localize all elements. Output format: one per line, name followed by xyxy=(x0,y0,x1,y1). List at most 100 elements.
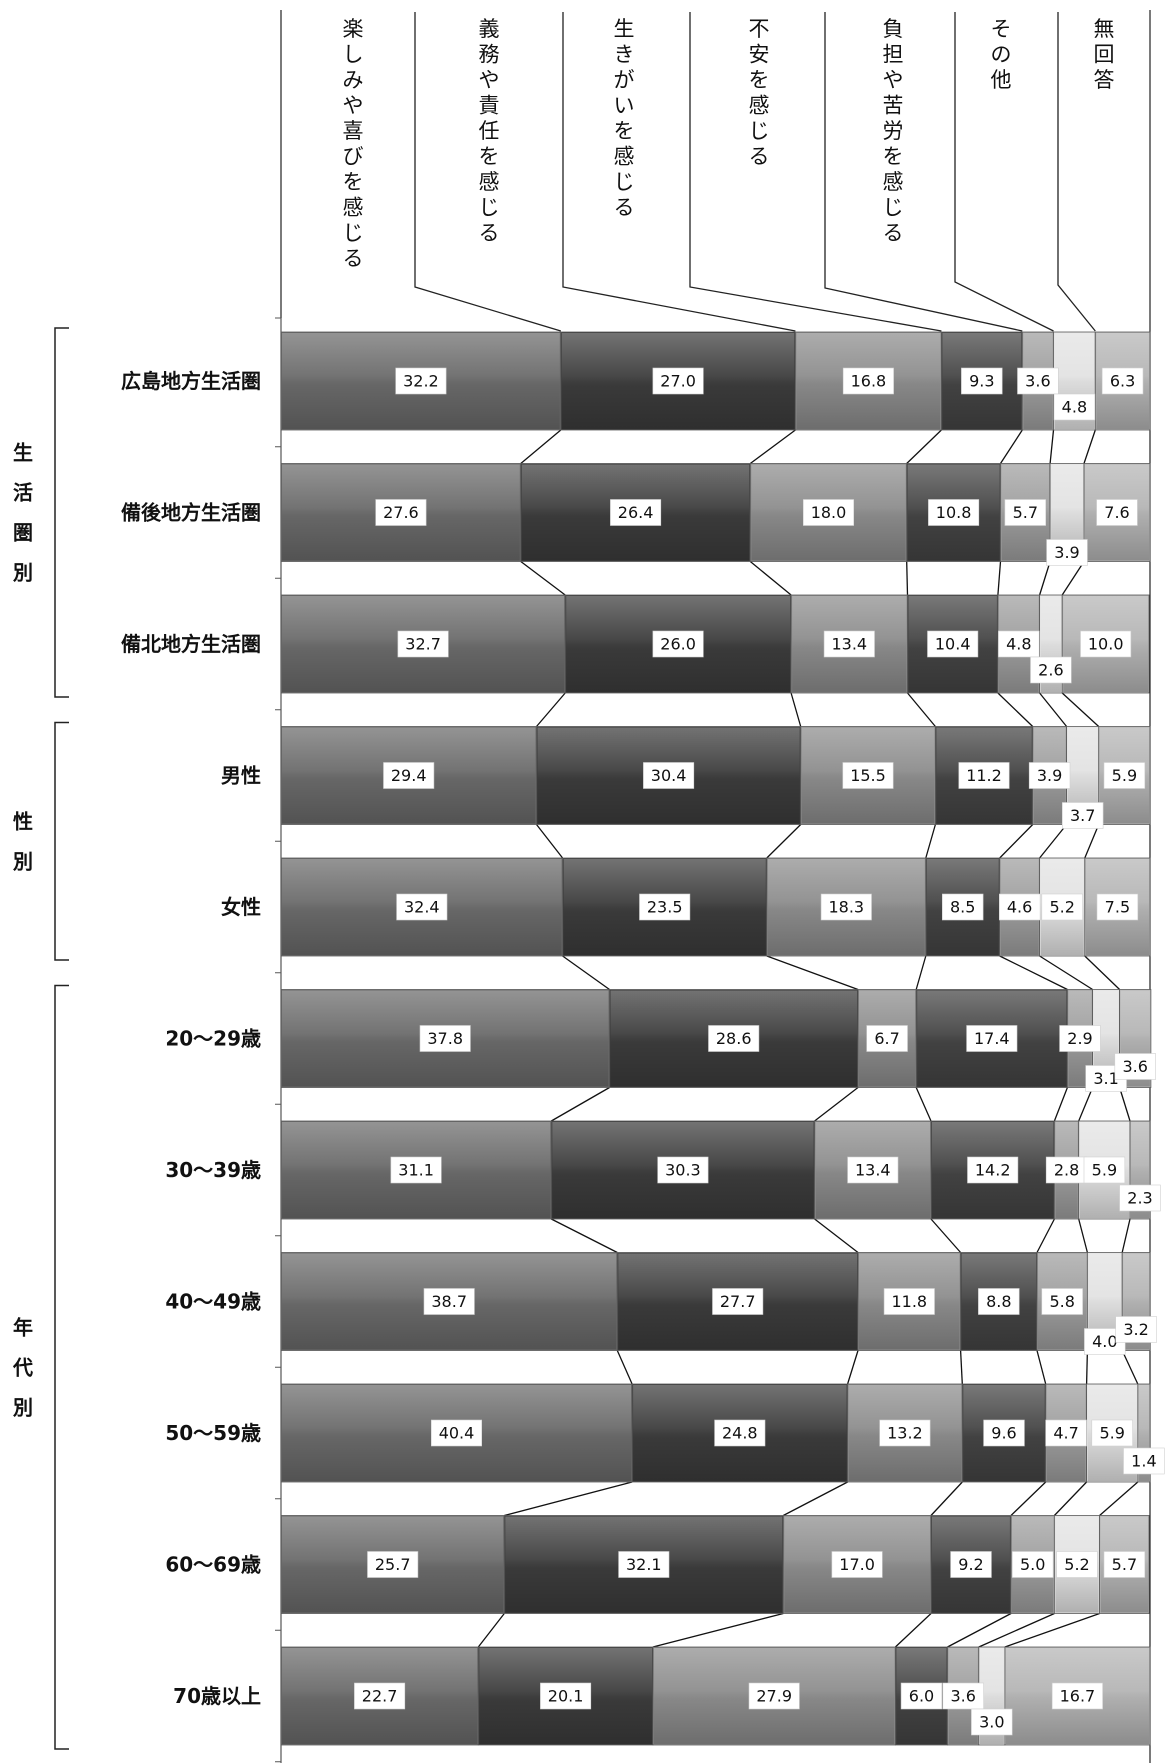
data-label-text: 3.7 xyxy=(1070,806,1095,825)
data-label: 32.1 xyxy=(618,1551,670,1578)
data-label-text: 13.4 xyxy=(855,1161,891,1180)
data-label-text: 7.5 xyxy=(1105,898,1130,917)
data-label-text: 2.9 xyxy=(1067,1029,1092,1048)
data-label-box xyxy=(983,1419,1025,1447)
category-label: 30〜39歳 xyxy=(165,1158,261,1182)
series-connector-line xyxy=(782,1481,848,1517)
data-label-text: 22.7 xyxy=(362,1687,398,1706)
series-connector-line xyxy=(906,561,909,596)
column-divider xyxy=(954,12,1054,332)
data-label-text: 7.6 xyxy=(1104,503,1129,522)
column-header-char: 生 xyxy=(614,17,635,41)
series-connector-line xyxy=(997,692,1034,727)
data-label-text: 13.4 xyxy=(831,635,867,654)
data-label-text: 20.1 xyxy=(548,1687,584,1706)
column-header-char: じ xyxy=(883,196,904,220)
data-label-box xyxy=(1053,393,1096,421)
series-connector-line xyxy=(814,1086,859,1122)
data-label-text: 32.2 xyxy=(403,372,439,391)
series-connector-line xyxy=(766,955,859,991)
data-label-text: 2.3 xyxy=(1127,1189,1152,1208)
column-header-layer: 楽しみや喜びを感じる義務や責任を感じる生きがいを感じる不安を感じる負担や苦労を感… xyxy=(280,10,1151,1763)
series-connector-line xyxy=(1004,1612,1100,1648)
series-connector-line xyxy=(520,429,562,464)
column-divider xyxy=(414,12,561,332)
column-header-char: 苦 xyxy=(883,94,904,118)
data-label-text: 23.5 xyxy=(647,898,683,917)
data-label-text: 9.6 xyxy=(991,1424,1016,1443)
data-label-box xyxy=(1119,1184,1161,1212)
series-connector-line xyxy=(1099,1481,1139,1516)
data-label-text: 27.6 xyxy=(383,503,419,522)
column-header-char: る xyxy=(479,221,500,245)
data-label-box xyxy=(1056,1551,1098,1578)
data-label-box xyxy=(367,1551,419,1578)
column-header-char: み xyxy=(343,68,364,92)
data-label: 31.1 xyxy=(390,1156,442,1184)
series-connector-line xyxy=(536,692,566,727)
data-label-text: 9.2 xyxy=(958,1555,983,1574)
column-header-char: き xyxy=(614,43,635,67)
column-header-char: び xyxy=(343,145,364,169)
data-label: 6.3 xyxy=(1101,367,1144,395)
bar-segment-shine xyxy=(1138,1385,1149,1481)
data-label-text: 10.0 xyxy=(1088,635,1124,654)
series-connector-line xyxy=(1085,1350,1089,1385)
data-label-text: 25.7 xyxy=(375,1555,411,1574)
data-label-box xyxy=(966,1025,1018,1052)
data-label-text: 2.8 xyxy=(1054,1161,1079,1180)
data-label: 27.0 xyxy=(652,367,704,395)
column-header-char: 責 xyxy=(479,94,500,118)
data-label-box xyxy=(1004,499,1047,526)
data-label-box xyxy=(1096,499,1138,526)
data-label: 4.8 xyxy=(998,630,1040,658)
data-label: 3.7 xyxy=(1062,802,1104,829)
data-label-text: 10.4 xyxy=(935,635,971,654)
data-label-box xyxy=(1114,1053,1156,1080)
data-label-box xyxy=(1017,367,1059,395)
data-label: 9.6 xyxy=(983,1419,1025,1447)
series-connector-line xyxy=(999,955,1068,991)
data-label-box xyxy=(1051,1682,1103,1710)
data-label-text: 4.8 xyxy=(1006,635,1031,654)
series-connector-line xyxy=(1121,1218,1131,1253)
data-label-text: 6.7 xyxy=(874,1029,899,1048)
column-header-char: 感 xyxy=(343,196,364,220)
data-label-box xyxy=(643,762,695,789)
data-label-text: 32.1 xyxy=(626,1555,662,1574)
data-label-box xyxy=(961,367,1003,395)
data-label-text: 5.7 xyxy=(1013,503,1038,522)
data-label-text: 4.7 xyxy=(1053,1424,1078,1443)
data-label-box xyxy=(1080,630,1132,658)
data-label: 20.1 xyxy=(540,1682,592,1710)
data-label-text: 6.0 xyxy=(909,1687,934,1706)
data-label-text: 18.3 xyxy=(828,898,864,917)
data-label-text: 8.8 xyxy=(986,1292,1011,1311)
category-label: 男性 xyxy=(221,764,261,788)
column-header-char: し xyxy=(343,43,364,67)
data-label-text: 5.2 xyxy=(1049,898,1074,917)
data-label-box xyxy=(748,1682,800,1710)
data-label: 16.7 xyxy=(1051,1682,1103,1710)
data-label: 2.9 xyxy=(1059,1025,1101,1052)
data-label: 2.8 xyxy=(1045,1156,1088,1184)
data-label-text: 27.0 xyxy=(660,372,696,391)
data-label: 26.4 xyxy=(610,499,662,526)
data-label-text: 3.6 xyxy=(1025,372,1050,391)
data-label: 11.2 xyxy=(958,762,1010,789)
data-label-text: 3.9 xyxy=(1054,543,1079,562)
category-label: 備後地方生活圏 xyxy=(121,501,261,525)
data-label-text: 6.3 xyxy=(1110,372,1135,391)
column-header-char: る xyxy=(749,145,770,169)
column-header-char: 不 xyxy=(749,17,770,41)
data-label-text: 5.2 xyxy=(1064,1555,1089,1574)
data-label-box xyxy=(652,630,704,658)
data-label-box xyxy=(941,893,984,921)
data-label: 27.7 xyxy=(712,1288,764,1315)
category-label: 40〜49歳 xyxy=(165,1290,261,1314)
data-label: 9.2 xyxy=(950,1551,992,1578)
data-label-box xyxy=(1045,1156,1088,1184)
data-label: 15.5 xyxy=(842,762,894,789)
data-label: 3.6 xyxy=(1017,367,1059,395)
